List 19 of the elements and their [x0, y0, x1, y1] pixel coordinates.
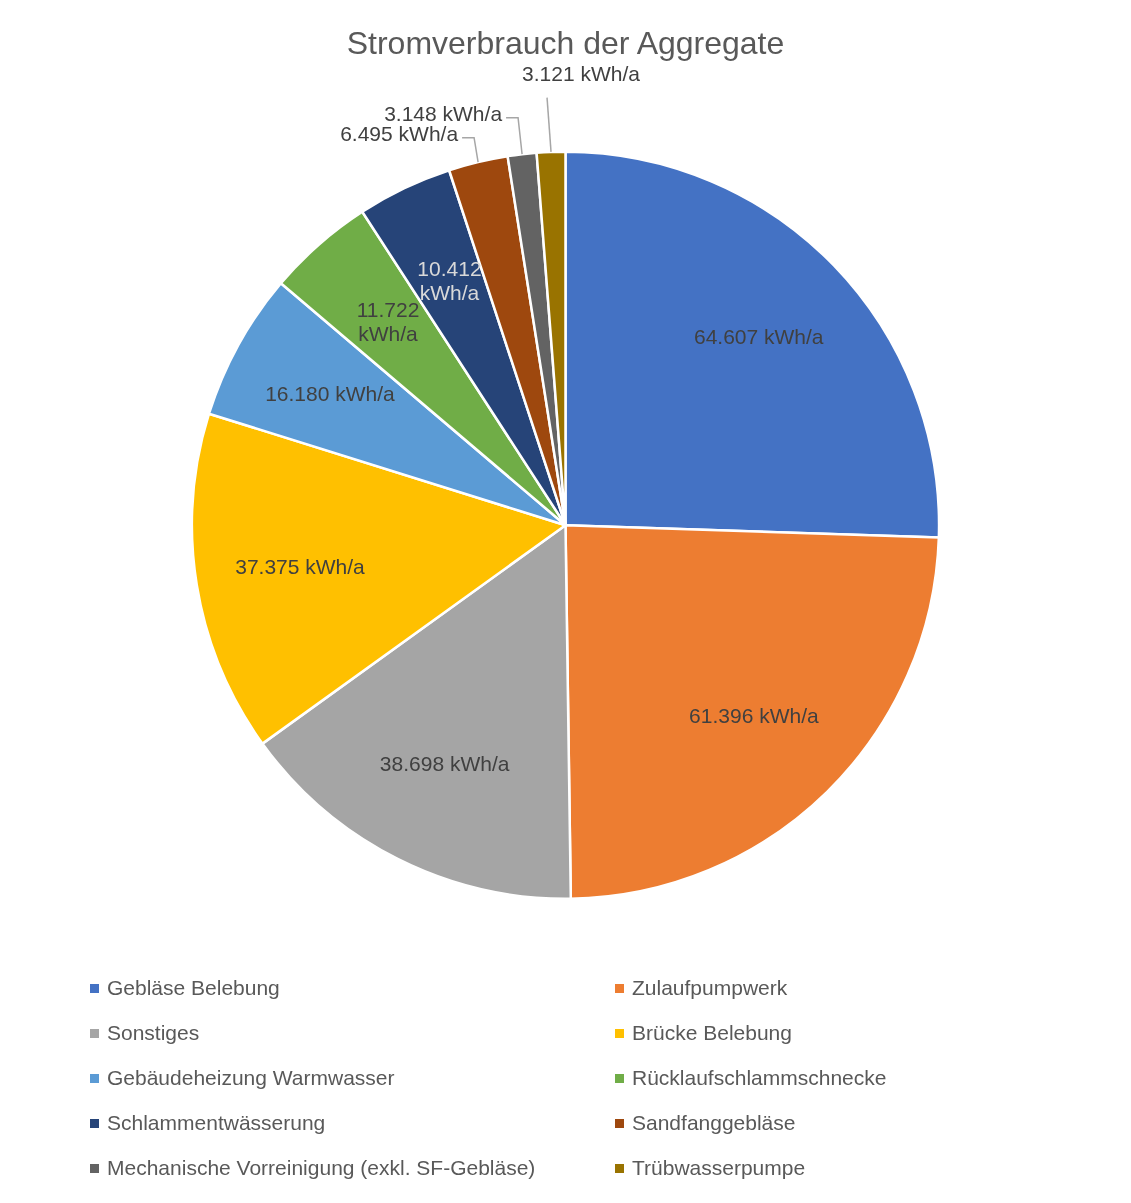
legend-label: Brücke Belebung [632, 1021, 792, 1045]
legend-label: Sonstiges [107, 1021, 200, 1045]
chart-title: Stromverbrauch der Aggregate [346, 25, 785, 62]
data-label: 38.698 kWh/a [379, 752, 510, 776]
legend-label: Zulaufpumpwerk [632, 976, 788, 1000]
data-label: 11.722 kWh/a [356, 297, 420, 345]
legend-label: Gebläse Belebung [107, 976, 280, 1000]
data-label: 61.396 kWh/a [689, 703, 820, 727]
legend-label: Rücklaufschlammschnecke [632, 1066, 887, 1090]
data-label: 3.121 kWh/a [522, 62, 641, 86]
data-label: 16.180 kWh/a [265, 382, 396, 406]
legend-label: Gebäudeheizung Warmwasser [107, 1066, 395, 1090]
legend-label: Mechanische Vorreinigung (exkl. SF-Gebläse) [107, 1156, 536, 1180]
legend-label: Sandfanggebläse [632, 1111, 796, 1135]
legend-label: Trübwasserpumpe [632, 1156, 806, 1180]
data-label: 10.412 kWh/a [417, 257, 482, 305]
data-label: 37.375 kWh/a [235, 555, 366, 579]
data-label: 64.607 kWh/a [693, 324, 824, 348]
legend-label: Schlammentwässerung [107, 1111, 326, 1135]
